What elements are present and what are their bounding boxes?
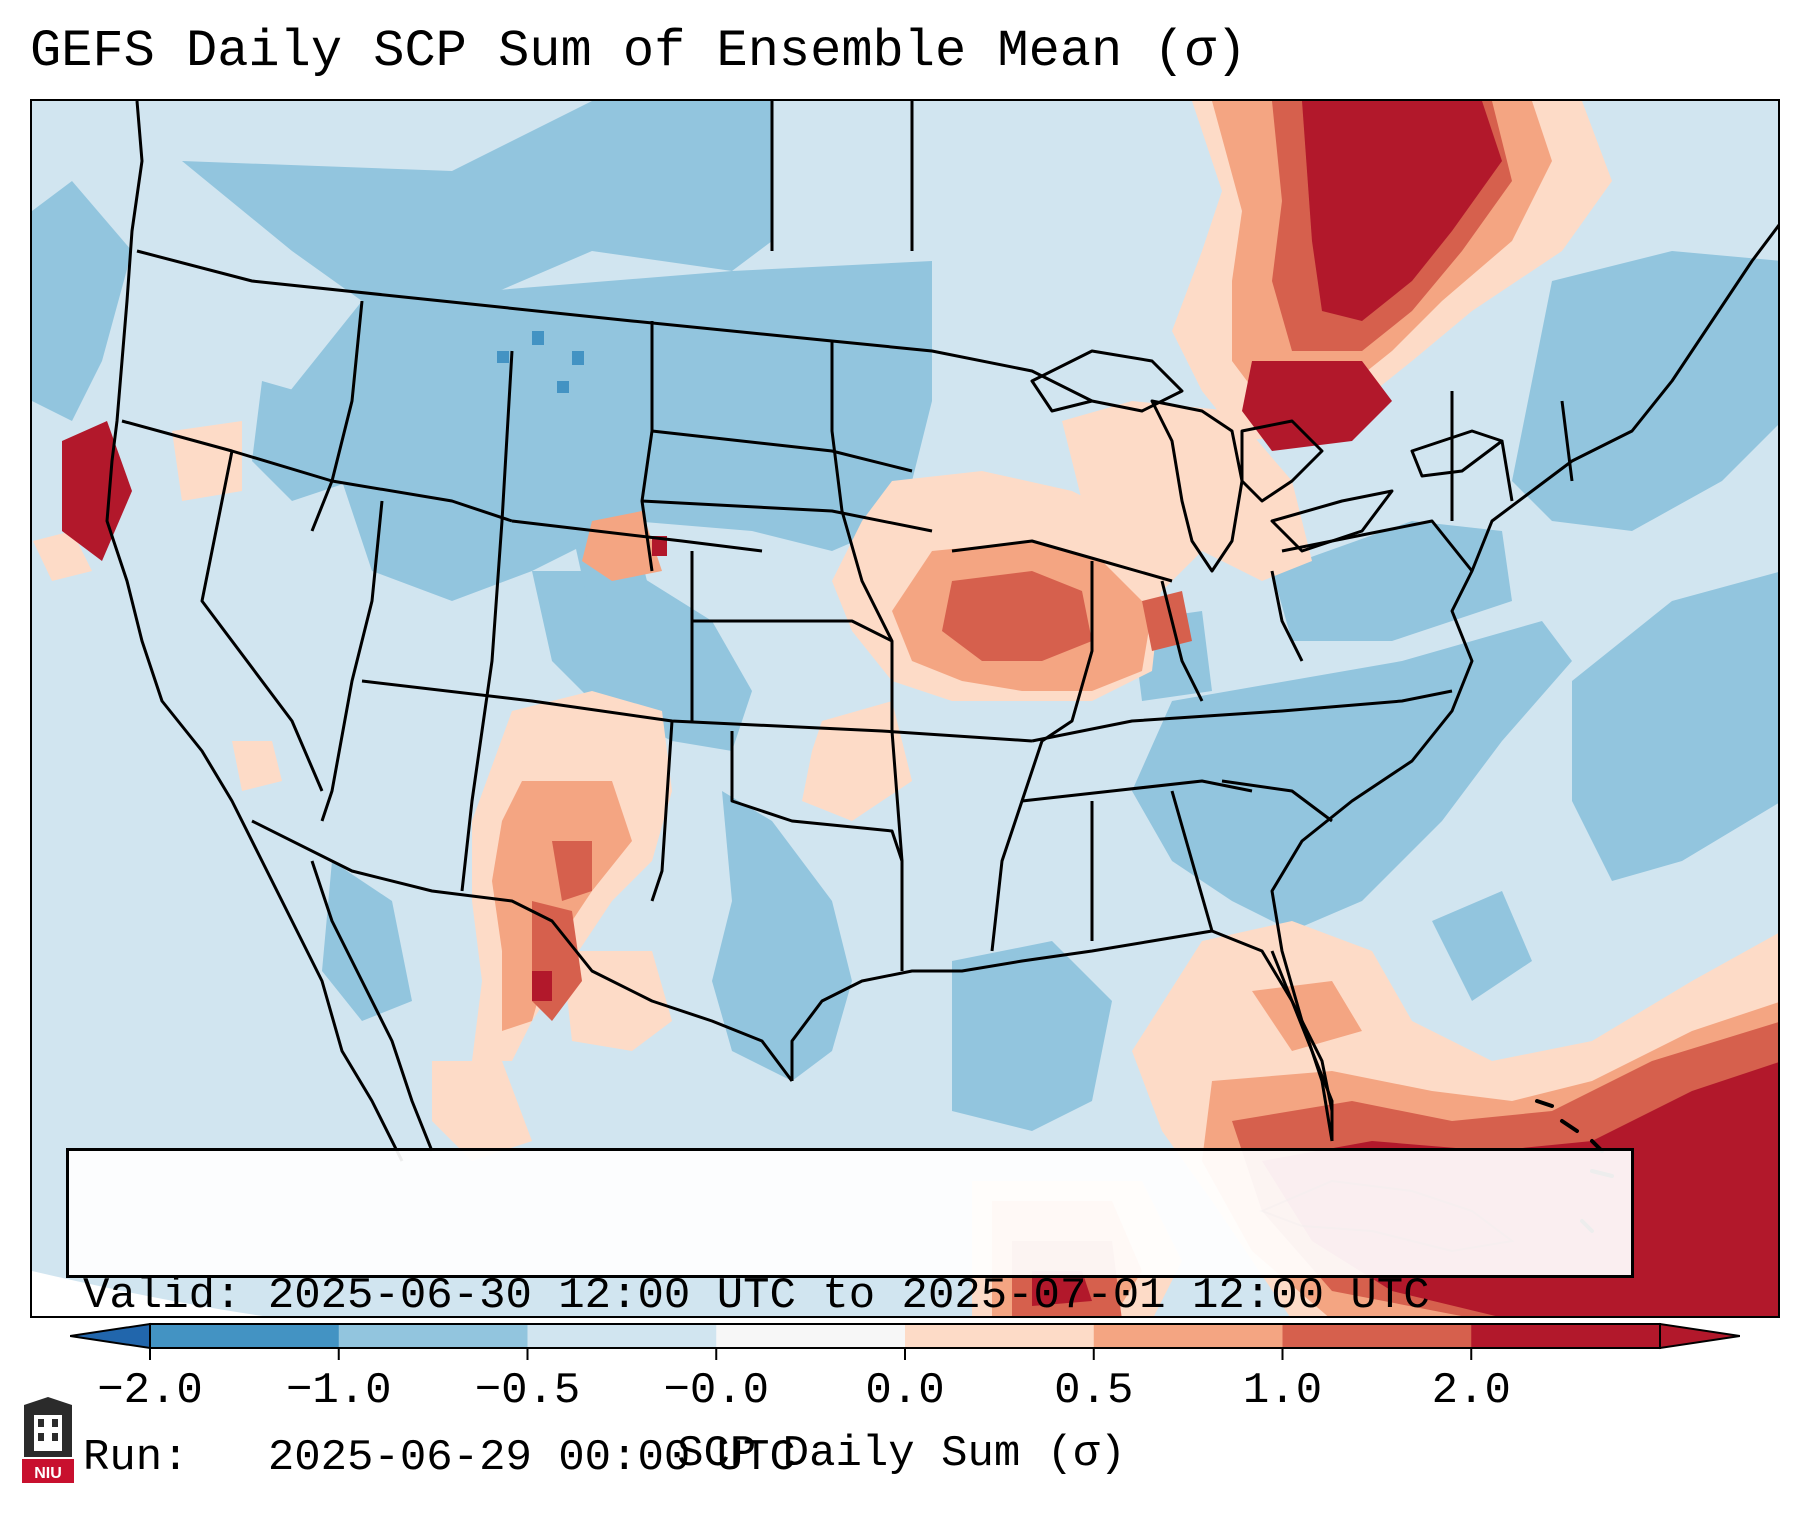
valid-run-info-box: Valid: 2025-06-30 12:00 UTC to 2025-07-0… [66,1148,1634,1483]
valid-time-text: Valid: 2025-06-30 12:00 UTC to 2025-07-0… [83,1271,1430,1321]
projection-edge-left [32,1271,263,1316]
colorbar-tick-label: 1.0 [1242,1366,1323,1416]
colorbar-segment [1471,1324,1661,1348]
map-panel [30,99,1780,1318]
niu-logo-text: NIU [34,1465,62,1482]
colorbar-tick-label: 2.0 [1431,1366,1511,1416]
colorbar-under-extend [70,1322,151,1350]
colorbar-label: SCP Daily Sum (σ) [677,1429,1126,1479]
colorbar-tick-label: −0.5 [474,1366,581,1416]
colorbar-segment [905,1324,1095,1348]
map-title: GEFS Daily SCP Sum of Ensemble Mean (σ) [30,22,1247,81]
florida-coast [1270,950,1334,1112]
colorbar-over-extend [1659,1322,1740,1350]
colorbar-segment [1282,1324,1472,1348]
scp-field-map [32,101,1778,1316]
colorbar-segment [338,1324,528,1348]
boundaries [105,101,1778,1162]
colorbar-segment [716,1324,906,1348]
colorbar [70,1322,1740,1360]
colorbar-segment [150,1324,340,1348]
niu-logo-icon [22,1397,74,1483]
colorbar-tick-label: −0.0 [663,1366,770,1416]
colorbar-tick-label: −2.0 [97,1366,203,1416]
niu-logo: NIU [20,1395,76,1487]
strong-negative-specks [497,331,584,393]
colorbar-segment [527,1324,717,1348]
colorbar-tick-label: −1.0 [285,1366,392,1416]
colorbar-tick-label: 0.5 [1054,1366,1134,1416]
colorbar-tick-label: 0.0 [865,1366,945,1416]
run-time-text: Run: 2025-06-29 00:00 UTC [83,1433,796,1483]
colorbar-segment [1093,1324,1283,1348]
